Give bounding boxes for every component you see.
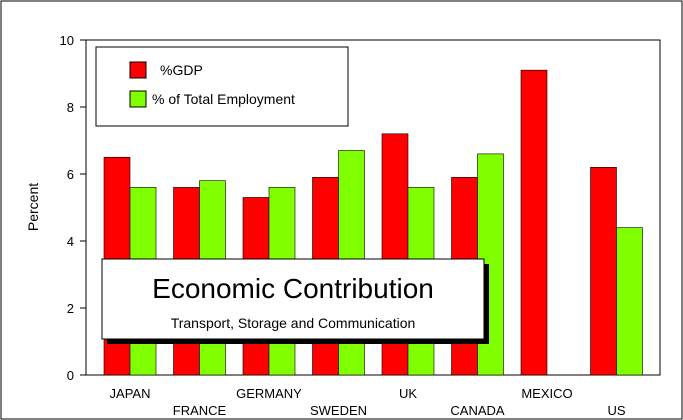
y-tick-label: 6 <box>67 167 74 182</box>
x-category-label: GERMANY <box>236 386 302 401</box>
legend-label-employment: % of Total Employment <box>152 91 295 107</box>
x-axis: JAPAN FRANCE GERMANY SWEDEN UK CANADA MEXICO US <box>110 386 626 418</box>
y-tick-label: 2 <box>67 301 74 316</box>
legend-label-gdp: %GDP <box>160 62 203 78</box>
y-tick-label: 4 <box>67 234 74 249</box>
legend-swatch-gdp <box>129 61 147 79</box>
x-category-label: SWEDEN <box>310 403 367 418</box>
legend-box <box>95 46 349 127</box>
bar-us-employment <box>616 227 643 376</box>
x-category-label: FRANCE <box>173 403 227 418</box>
x-category-label: CANADA <box>450 403 505 418</box>
annotation-title: Economic Contribution <box>152 273 434 304</box>
legend-swatch-employment <box>129 90 147 108</box>
annotation-panel <box>101 258 485 340</box>
x-category-label: MEXICO <box>521 386 572 401</box>
y-tick-label: 0 <box>67 368 74 383</box>
legend: %GDP % of Total Employment <box>95 46 349 127</box>
bar-mexico-gdp <box>520 69 548 376</box>
y-tick-label: 8 <box>67 100 74 115</box>
y-tick-label: 10 <box>60 33 74 48</box>
x-category-label: JAPAN <box>110 386 151 401</box>
x-category-label: UK <box>399 386 417 401</box>
y-axis-label: Percent <box>25 183 41 231</box>
annotation-box: Economic Contribution Transport, Storage… <box>101 258 489 344</box>
y-axis: 0 2 4 6 8 10 <box>60 33 86 383</box>
bar-us-gdp <box>590 167 617 376</box>
annotation-subtitle: Transport, Storage and Communication <box>171 315 416 331</box>
x-category-label: US <box>607 403 625 418</box>
